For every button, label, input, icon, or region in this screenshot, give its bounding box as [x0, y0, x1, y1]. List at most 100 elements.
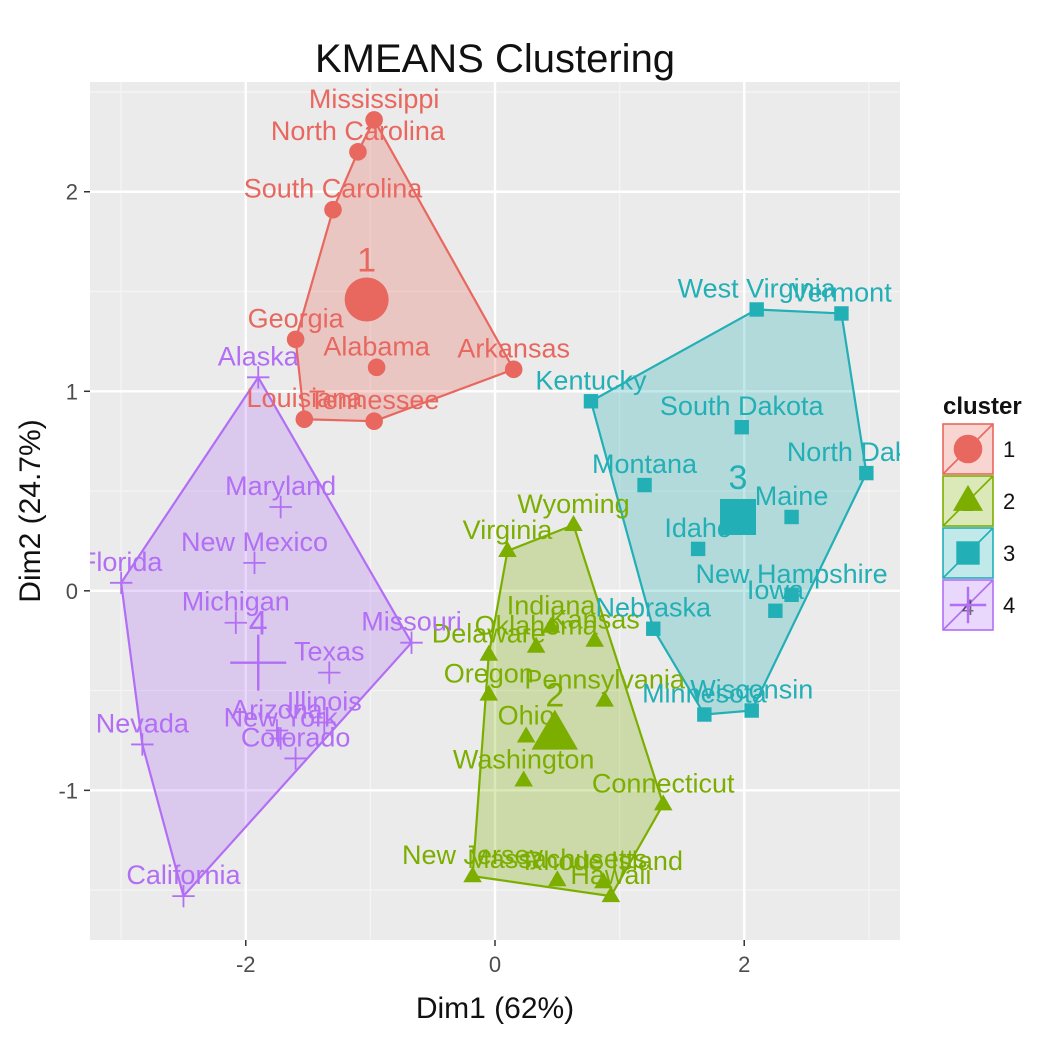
point-new-jersey: [463, 866, 482, 883]
label-kansas: Kansas: [550, 605, 640, 635]
label-indiana: Indiana: [507, 591, 597, 621]
label-massachusetts: Massachusetts: [467, 844, 647, 874]
label-alabama: Alabama: [323, 331, 431, 361]
label-wisconsin: Wisconsin: [690, 675, 813, 705]
label-new-hampshire: New Hampshire: [696, 559, 888, 589]
point-kansas: [585, 630, 604, 647]
label-north-carolina: North Carolina: [271, 116, 446, 146]
label-wyoming: Wyoming: [517, 489, 629, 519]
legend-label-2: 2: [1003, 489, 1015, 514]
y-tick-label: 0: [66, 579, 78, 604]
point-michigan: [224, 611, 247, 634]
label-hawaii: Hawaii: [570, 860, 651, 890]
legend-label-3: 3: [1003, 541, 1015, 566]
label-minnesota: Minnesota: [642, 679, 768, 709]
point-delaware: [479, 644, 499, 661]
label-arkansas: Arkansas: [457, 333, 570, 363]
label-oregon: Oregon: [444, 659, 534, 689]
legend: cluster 11223344: [942, 393, 1022, 631]
grid: [90, 82, 900, 940]
label-delaware: Delaware: [432, 619, 546, 649]
label-rhode-island: Rhode Island: [524, 846, 683, 876]
label-georgia: Georgia: [248, 303, 345, 333]
point-wyoming: [564, 515, 583, 532]
point-minnesota: [697, 707, 712, 722]
point-iowa: [768, 603, 783, 618]
label-mississippi: Mississippi: [309, 84, 440, 114]
point-california: [172, 884, 195, 908]
label-nevada: Nevada: [96, 708, 190, 738]
centroid-label-1: 1: [357, 241, 376, 279]
point-washington: [514, 770, 533, 787]
point-hawaii: [601, 886, 621, 903]
point-virginia: [498, 540, 517, 557]
label-maine: Maine: [755, 481, 829, 511]
label-florida: Florida: [80, 547, 164, 577]
label-alaska: Alaska: [218, 341, 300, 371]
label-pennsylvania: Pennsylvania: [524, 665, 686, 695]
point-new-mexico: [243, 551, 266, 575]
label-virginia: Virginia: [463, 515, 554, 545]
point-vermont: [834, 306, 849, 321]
centroid-label-2: 2: [545, 676, 564, 714]
point-nebraska: [646, 621, 661, 636]
point-west-virginia: [749, 302, 764, 317]
centroid-3: [720, 498, 756, 535]
cluster-1-hull: [294, 118, 515, 423]
cluster-4-series: Alaska Maryland New Mexico Florida Michigan M…: [80, 341, 462, 908]
point-florida: [109, 571, 133, 595]
label-iowa: Iowa: [747, 575, 805, 605]
legend-marker-3: [956, 541, 980, 565]
label-california: California: [126, 860, 241, 890]
y-tick-label: -1: [58, 778, 78, 803]
legend-label-1: 1: [1003, 437, 1015, 462]
point-ohio: [516, 726, 536, 743]
point-new-hampshire: [784, 587, 799, 603]
x-axis-title: Dim1 (62%): [416, 992, 574, 1025]
cluster-4-hull: [120, 376, 413, 898]
legend-marker-4: [949, 586, 987, 624]
point-south-dakota: [734, 419, 749, 435]
label-montana: Montana: [592, 449, 698, 479]
label-north-dakota: North Dakota: [787, 437, 947, 467]
legend-marker-1: [953, 434, 983, 464]
point-montana: [637, 477, 652, 493]
legend-entry-2: 22: [942, 475, 1015, 527]
centroid-2: [531, 709, 579, 750]
x-tick-label: 0: [489, 952, 501, 977]
label-new-jersey: New Jersey: [402, 840, 544, 870]
point-south-carolina: [324, 200, 342, 219]
label-new-york: New York: [224, 702, 339, 732]
centroid-label-3: 3: [729, 459, 748, 497]
point-louisiana: [295, 410, 314, 429]
label-missouri: Missouri: [361, 607, 462, 637]
label-ohio: Ohio: [498, 700, 555, 730]
label-louisiana: Louisiana: [247, 383, 364, 413]
centroid-4: [230, 634, 287, 691]
label-kentucky: Kentucky: [535, 365, 647, 395]
point-oklahoma: [526, 636, 546, 653]
point-idaho: [690, 541, 706, 557]
label-oklahoma: Oklahoma: [475, 611, 599, 641]
label-south-carolina: South Carolina: [244, 174, 424, 204]
point-maryland: [269, 495, 292, 519]
point-nevada: [131, 733, 154, 756]
legend-entry-1: 11: [942, 423, 1015, 475]
point-maine: [784, 509, 799, 525]
label-illinois: Illinois: [287, 687, 362, 717]
label-arizona: Arizona: [231, 694, 324, 724]
point-new-york: [269, 727, 292, 750]
label-nebraska: Nebraska: [595, 593, 712, 623]
axes: -2 0 2 -1 0 1 2: [58, 180, 750, 977]
point-mississippi: [365, 111, 383, 129]
label-colorado: Colorado: [241, 722, 351, 752]
y-axis-title: Dim2 (24.7%): [14, 419, 47, 602]
point-oregon: [479, 684, 499, 701]
y-tick-label: 1: [66, 379, 78, 404]
point-missouri: [400, 631, 423, 654]
point-kentucky: [583, 394, 599, 409]
